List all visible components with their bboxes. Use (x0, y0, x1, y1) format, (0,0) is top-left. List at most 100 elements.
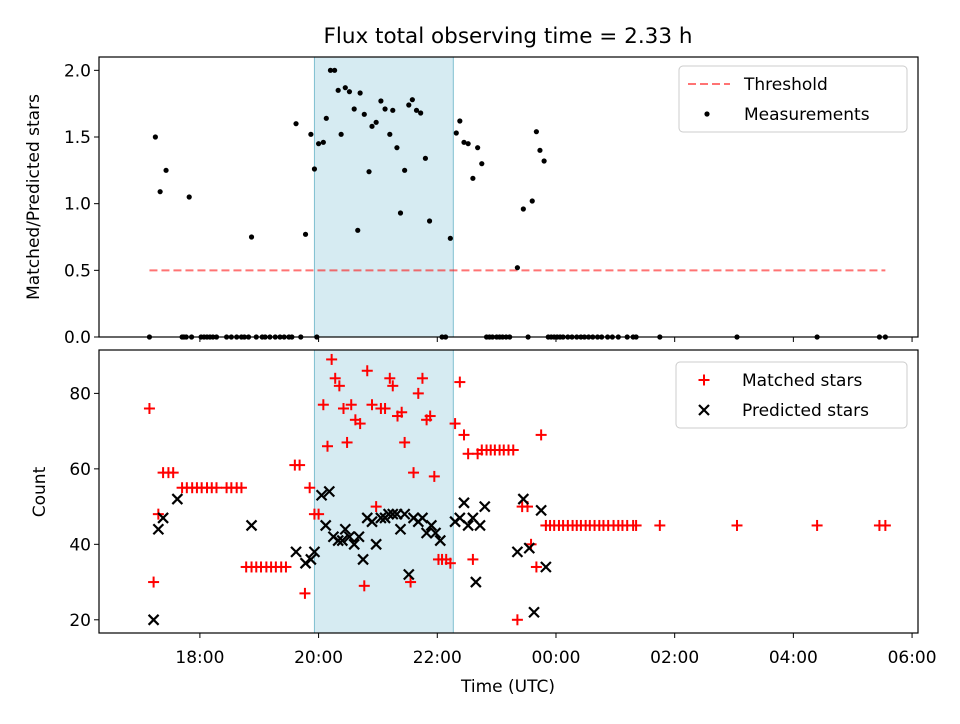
predicted-star-point (290, 546, 302, 558)
matched-star-point (358, 580, 370, 592)
measurement-point (402, 167, 408, 173)
measurement-point (397, 210, 404, 216)
matched-star-point (304, 482, 316, 494)
matched-star-point (321, 440, 333, 452)
legend-matched-label: Matched stars (742, 371, 862, 391)
legend-matched-swatch (698, 374, 710, 386)
y-tick-label: 20 (69, 611, 91, 631)
y-tick-label: 0.0 (64, 328, 91, 348)
predicted-star-point (339, 523, 352, 536)
predicted-star-point (343, 531, 356, 543)
measurement-point (163, 167, 169, 173)
measurement-point (537, 147, 543, 153)
matched-star-point (535, 429, 547, 441)
matched-star-point (384, 372, 396, 384)
measurement-point (355, 227, 361, 233)
predicted-star-point (171, 493, 184, 505)
predicted-star-point (336, 534, 349, 547)
bottom-axes-frame (98, 349, 919, 634)
predicted-star-point (157, 512, 169, 524)
matched-star-point (467, 553, 479, 565)
matched-star-point (511, 614, 523, 626)
top-panel: 0.00.51.01.52.0 Matched/Predicted stars … (24, 56, 919, 348)
matched-star-point (354, 418, 366, 430)
measurement-point (461, 139, 467, 145)
matched-star-point (654, 519, 666, 531)
measurement-point (327, 67, 334, 73)
measurement-point (529, 198, 535, 204)
predicted-star-point (366, 515, 378, 528)
measurement-point (346, 89, 353, 95)
legend-predicted-swatch (698, 404, 710, 416)
measurement-point (447, 235, 453, 241)
measurement-point (453, 130, 459, 136)
measurement-point (422, 155, 429, 161)
legend-measurements-swatch (704, 111, 710, 117)
matched-star-point (366, 399, 378, 411)
matched-star-point (294, 459, 306, 471)
legend-predicted-label: Predicted stars (742, 401, 869, 421)
matched-star-point (444, 557, 456, 569)
measurement-point (338, 131, 344, 137)
top-legend-box (678, 65, 908, 133)
observing-span-top (313, 56, 454, 338)
predicted-star-point (394, 523, 407, 536)
predicted-star-point (403, 568, 415, 581)
measurement-point (320, 139, 326, 145)
matched-star-point (449, 418, 461, 430)
matched-stars-points (143, 353, 891, 626)
predicted-star-point (478, 500, 491, 513)
measurement-point (394, 145, 400, 151)
measurement-point (311, 166, 318, 172)
matched-star-point (811, 519, 823, 531)
measurement-point (465, 141, 471, 147)
measurement-point (186, 194, 192, 200)
predicted-star-point (470, 576, 482, 588)
y-tick-label: 1.5 (64, 128, 91, 148)
legend-measurements-label: Measurements (744, 105, 870, 125)
matched-star-point (280, 561, 292, 573)
measurement-point (514, 265, 521, 271)
matched-star-point (525, 538, 537, 550)
matched-star-point (458, 429, 470, 441)
predicted-stars-points (147, 485, 552, 626)
matched-star-point (167, 467, 179, 479)
predicted-star-point (429, 527, 442, 539)
matched-star-point (333, 380, 345, 392)
predicted-star-point (147, 614, 160, 626)
predicted-star-point (323, 485, 336, 498)
predicted-star-point (332, 534, 344, 547)
measurement-point (332, 67, 338, 73)
bottom-x-ticks: 18:00 20:00 22:00 00:00 02:00 04:00 06:00 (175, 633, 937, 668)
predicted-star-point (540, 561, 552, 573)
predicted-star-point (398, 508, 411, 520)
measurement-point (357, 90, 363, 96)
predicted-star-point (370, 538, 382, 551)
x-tick-label: 20:00 (294, 648, 343, 668)
matched-star-point (326, 353, 338, 365)
matched-star-point (299, 587, 311, 599)
matched-star-point (630, 519, 642, 531)
top-y-axis-label: Matched/Predicted stars (24, 94, 44, 300)
measurement-point (382, 106, 388, 112)
matched-star-point (408, 467, 420, 479)
measurement-point (470, 175, 476, 181)
matched-star-point (211, 482, 223, 494)
bottom-y-ticks: 20 40 60 80 (69, 384, 99, 631)
bottom-x-axis-label: Time (UTC) (460, 677, 555, 697)
predicted-star-point (458, 497, 470, 509)
measurement-point (378, 98, 384, 104)
predicted-star-point (245, 519, 258, 532)
predicted-star-point (319, 519, 332, 532)
bottom-y-axis-label: Count (30, 466, 50, 517)
predicted-star-point (353, 531, 365, 543)
predicted-star-point (386, 508, 399, 520)
measurement-point (457, 118, 463, 124)
predicted-star-point (434, 534, 447, 547)
x-tick-label: 22:00 (413, 648, 462, 668)
measurement-point (533, 129, 539, 135)
matched-star-point (338, 402, 350, 414)
measurement-point (418, 110, 424, 116)
figure-title: Flux total observing time = 2.33 h (324, 24, 693, 49)
measurement-point (369, 123, 375, 129)
